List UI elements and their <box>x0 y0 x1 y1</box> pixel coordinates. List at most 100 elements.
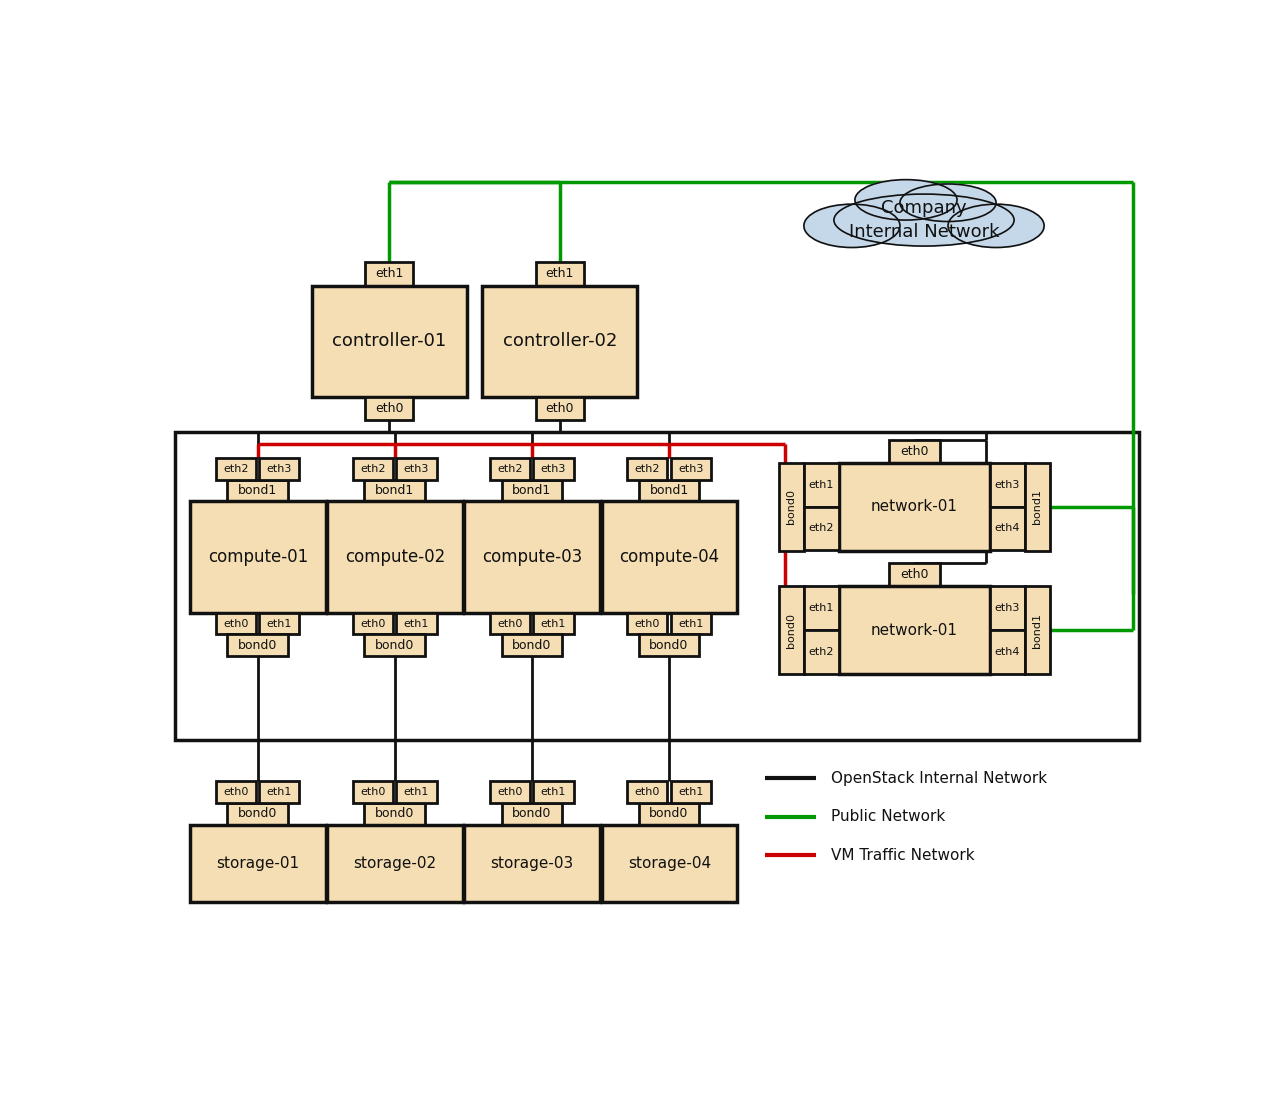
Bar <box>396 458 437 480</box>
Ellipse shape <box>804 204 899 248</box>
Text: bond0: bond0 <box>513 808 551 820</box>
Text: eth3: eth3 <box>266 464 292 473</box>
Ellipse shape <box>834 194 1014 247</box>
Bar <box>490 781 531 803</box>
Bar <box>216 613 256 635</box>
Bar <box>804 506 839 550</box>
Bar <box>627 458 667 480</box>
Bar <box>328 501 463 613</box>
Bar <box>533 781 573 803</box>
Bar <box>501 635 562 655</box>
Text: bond0: bond0 <box>375 639 414 652</box>
Text: bond0: bond0 <box>238 639 278 652</box>
Bar <box>804 630 839 674</box>
Ellipse shape <box>948 204 1045 248</box>
Bar <box>989 630 1024 674</box>
Text: bond1: bond1 <box>649 483 689 496</box>
Bar <box>365 262 414 286</box>
Text: eth1: eth1 <box>266 787 292 797</box>
Bar <box>227 480 288 501</box>
Text: bond0: bond0 <box>649 808 689 820</box>
Bar <box>464 501 600 613</box>
Text: eth1: eth1 <box>375 267 403 281</box>
Text: OpenStack Internal Network: OpenStack Internal Network <box>831 770 1047 786</box>
Text: eth1: eth1 <box>808 480 834 490</box>
Bar <box>779 586 804 674</box>
Bar <box>1024 463 1050 551</box>
Bar <box>989 463 1024 506</box>
Text: storage-03: storage-03 <box>491 856 574 870</box>
Bar <box>365 803 425 824</box>
Bar <box>501 480 562 501</box>
Bar <box>671 613 711 635</box>
Text: bond0: bond0 <box>649 639 689 652</box>
Text: eth1: eth1 <box>541 618 567 628</box>
Text: eth1: eth1 <box>678 618 703 628</box>
Text: bond0: bond0 <box>786 490 797 524</box>
Bar <box>482 286 637 397</box>
Bar <box>839 586 989 674</box>
Text: eth1: eth1 <box>266 618 292 628</box>
Bar <box>353 781 393 803</box>
Bar <box>536 397 583 420</box>
Text: eth0: eth0 <box>497 787 523 797</box>
Text: eth0: eth0 <box>360 787 385 797</box>
Bar <box>839 463 989 551</box>
Bar <box>365 397 414 420</box>
Text: eth0: eth0 <box>899 445 929 457</box>
Text: eth2: eth2 <box>497 464 523 473</box>
Text: compute-04: compute-04 <box>619 548 720 566</box>
Text: eth2: eth2 <box>224 464 248 473</box>
Bar <box>396 613 437 635</box>
Bar <box>175 432 1140 740</box>
Text: bond1: bond1 <box>375 483 414 496</box>
Bar <box>490 458 531 480</box>
Text: eth3: eth3 <box>995 603 1020 613</box>
Text: eth1: eth1 <box>403 787 429 797</box>
Bar <box>260 613 299 635</box>
Text: bond1: bond1 <box>513 483 551 496</box>
Bar <box>396 781 437 803</box>
Text: controller-01: controller-01 <box>332 332 446 351</box>
Bar <box>227 635 288 655</box>
Bar <box>533 458 573 480</box>
Bar <box>490 613 531 635</box>
Text: eth0: eth0 <box>360 618 385 628</box>
Bar <box>601 501 738 613</box>
Bar <box>227 803 288 824</box>
Bar <box>989 506 1024 550</box>
Text: eth0: eth0 <box>635 618 660 628</box>
Text: eth0: eth0 <box>375 402 403 415</box>
Text: eth1: eth1 <box>403 618 429 628</box>
Bar <box>639 480 699 501</box>
Bar <box>216 458 256 480</box>
Text: eth2: eth2 <box>635 464 660 473</box>
Text: bond0: bond0 <box>786 613 797 648</box>
Text: bond1: bond1 <box>238 483 278 496</box>
Text: eth0: eth0 <box>546 402 574 415</box>
Bar <box>190 501 325 613</box>
Bar <box>804 463 839 506</box>
Text: storage-01: storage-01 <box>216 856 299 870</box>
Text: controller-02: controller-02 <box>502 332 617 351</box>
Text: bond0: bond0 <box>513 639 551 652</box>
Text: eth3: eth3 <box>541 464 567 473</box>
Bar <box>989 586 1024 630</box>
Text: eth0: eth0 <box>899 568 929 581</box>
Bar <box>533 613 573 635</box>
Bar <box>260 781 299 803</box>
Bar <box>216 781 256 803</box>
Bar <box>671 781 711 803</box>
Bar <box>1024 586 1050 674</box>
Text: eth3: eth3 <box>403 464 429 473</box>
Text: bond1: bond1 <box>1032 613 1042 648</box>
Text: network-01: network-01 <box>871 500 957 514</box>
Text: eth1: eth1 <box>546 267 574 281</box>
Text: eth2: eth2 <box>808 647 834 657</box>
Bar <box>365 635 425 655</box>
Bar <box>671 458 711 480</box>
Text: storage-02: storage-02 <box>353 856 437 870</box>
Text: storage-04: storage-04 <box>628 856 711 870</box>
Bar <box>260 458 299 480</box>
Bar <box>365 480 425 501</box>
